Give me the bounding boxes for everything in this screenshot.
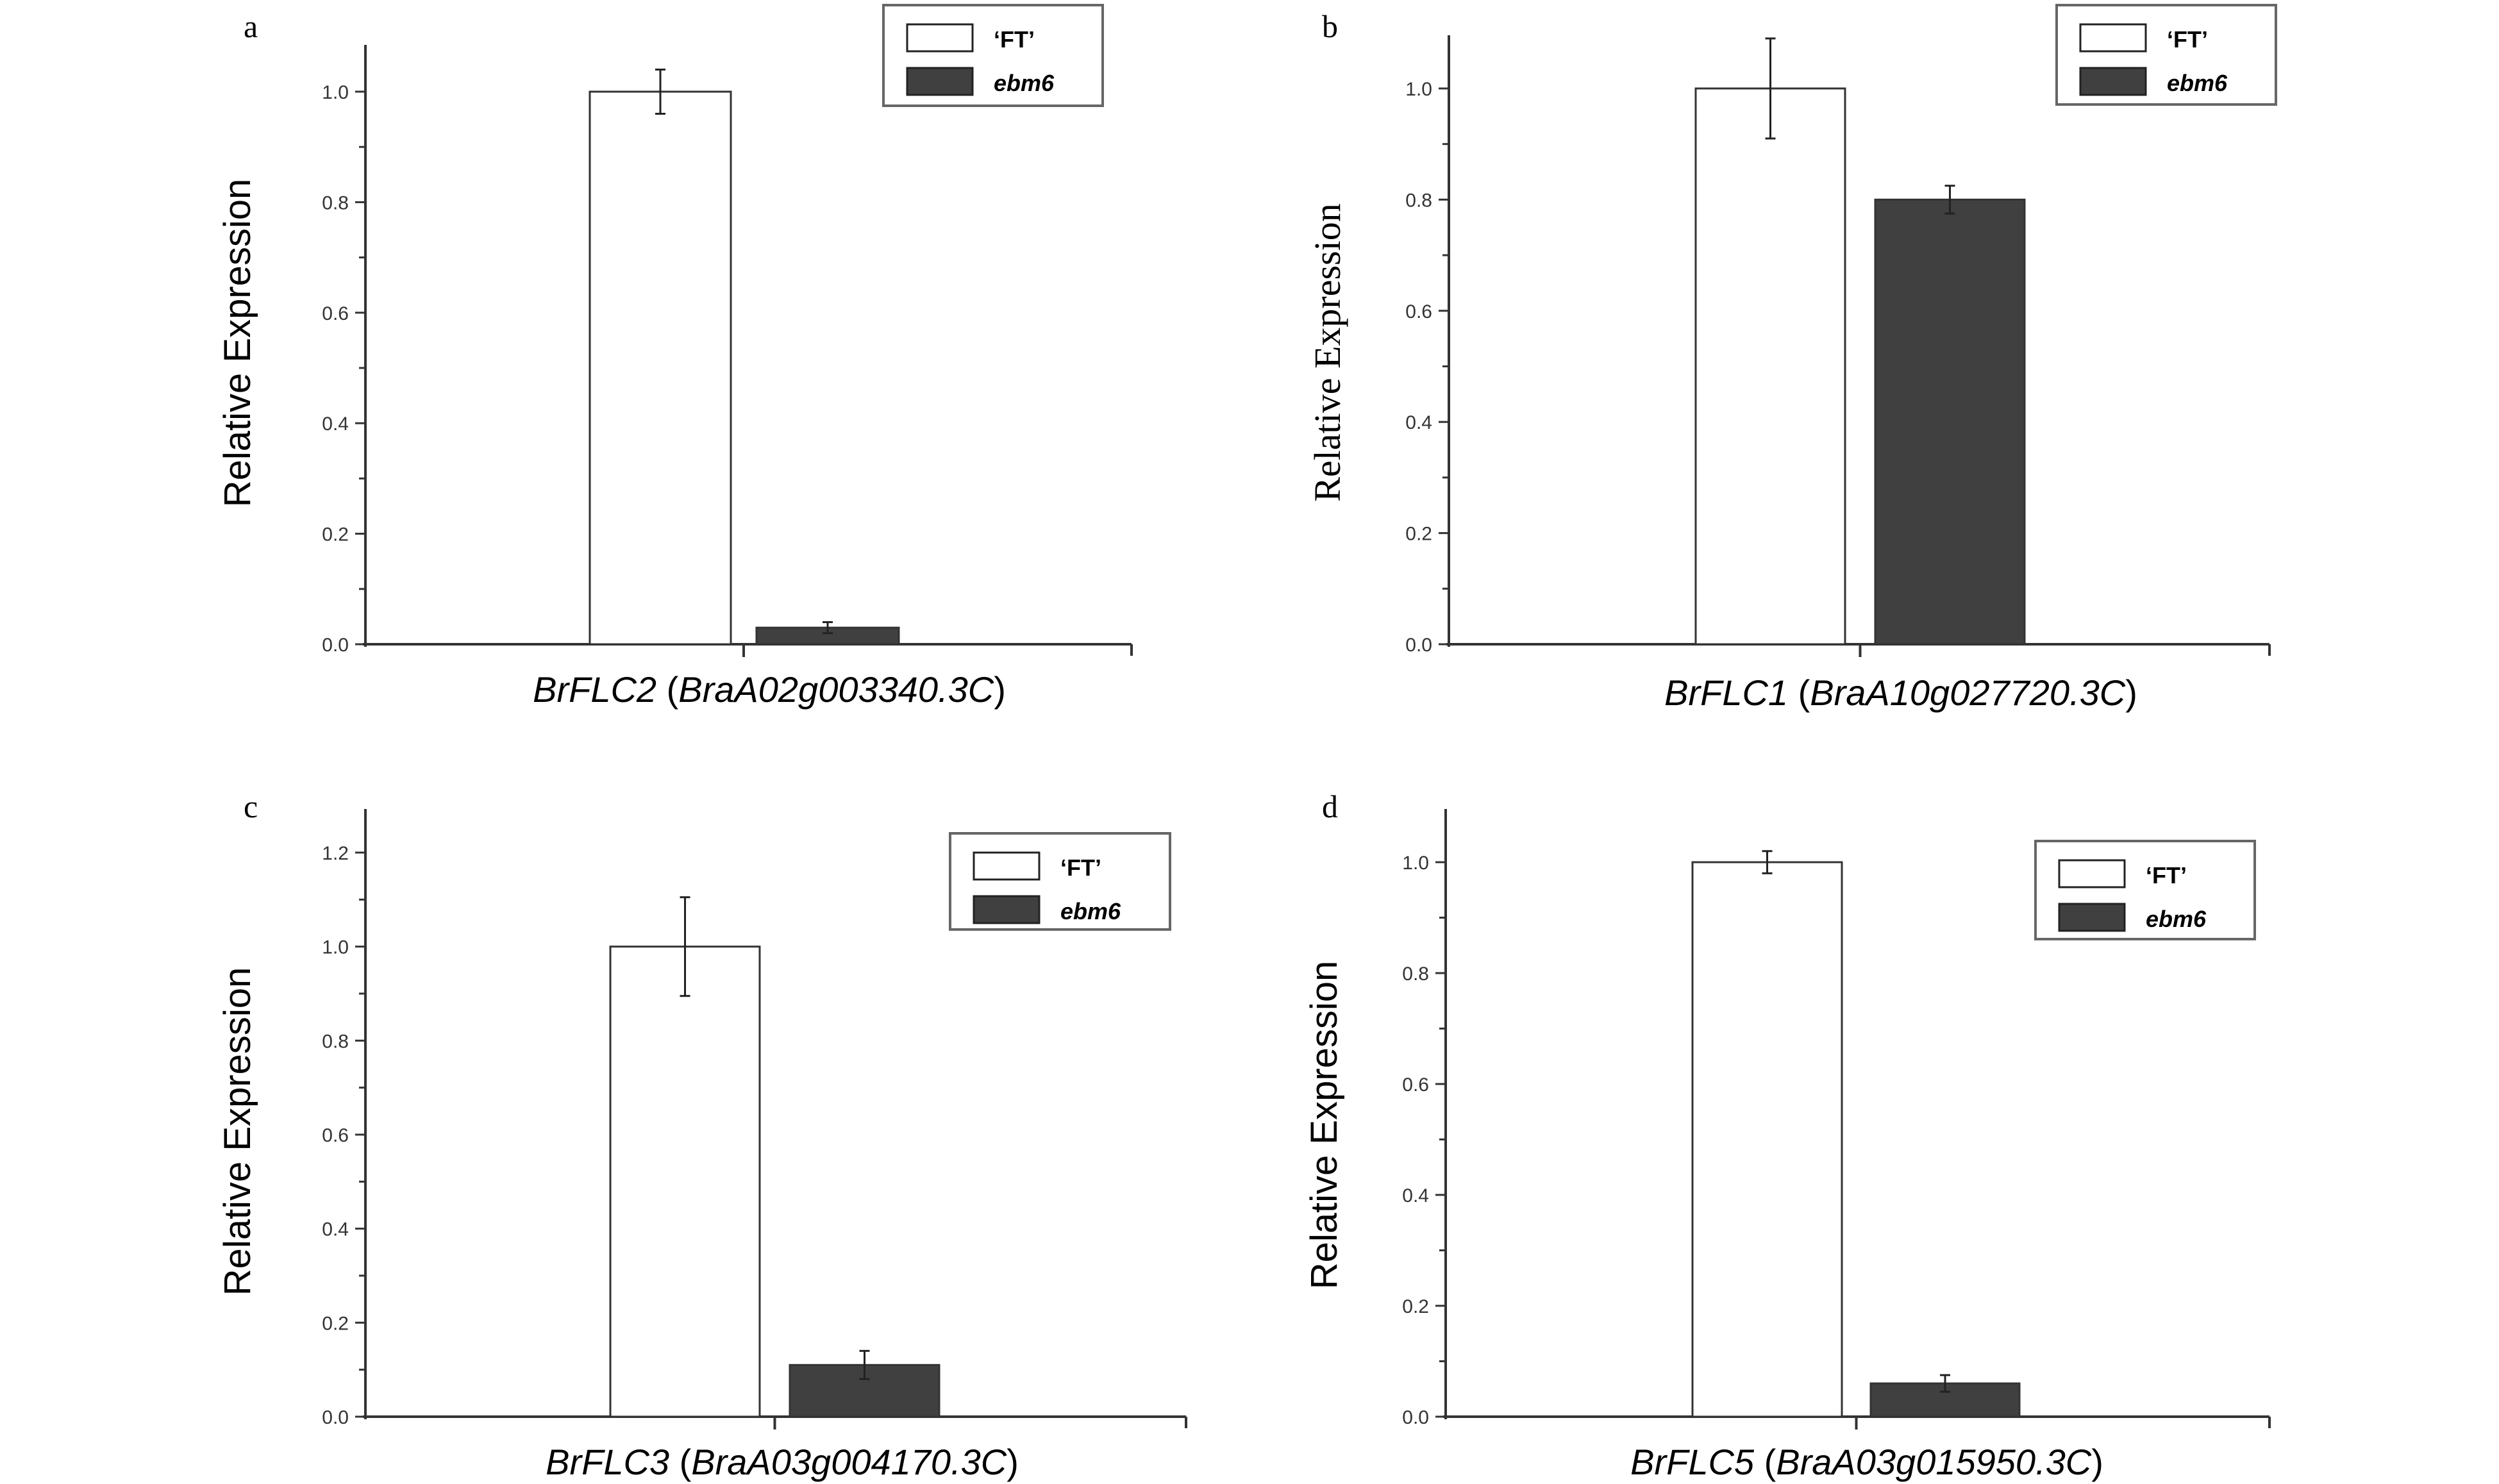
paren-open: ( [1788,672,1810,713]
y-tick-label: 0.0 [1402,1407,1429,1428]
y-tick-label: 0.8 [322,192,349,213]
legend-swatch [906,67,974,96]
legend-swatch [2079,23,2147,53]
bar-ft [1694,87,1846,646]
paren-close: ) [2125,672,2137,713]
legend-label: ‘FT’ [2167,26,2208,53]
x-axis-label: BrFLC1 (BraA10g027720.3C) [1664,672,2137,713]
y-tick-label: 0.4 [1405,412,1432,433]
bar-ft [589,90,732,646]
y-tick-label: 0.0 [1405,635,1432,656]
gene-id: BraA10g027720.3C [1810,672,2126,713]
y-axis-label: Relative Expression [1307,203,1348,502]
paren-open: ( [669,1442,692,1482]
y-tick-label: 0.4 [322,1219,349,1240]
y-tick-label: 0.6 [322,303,349,324]
legend-label: ‘FT’ [2146,862,2187,888]
gene-id: BraA03g004170.3C [691,1442,1007,1482]
legend-swatch [906,23,974,53]
y-tick-label: 0.2 [1402,1296,1429,1317]
x-axis-label: BrFLC2 (BraA02g003340.3C) [533,669,1006,710]
y-tick-label: 0.6 [322,1125,349,1146]
legend-swatch [2058,859,2126,888]
bar-ft [609,946,761,1418]
gene-id: BraA02g003340.3C [678,669,994,710]
panel-a: 0.0 0.2 0.4 0.6 0.8 1.0 ‘FT’ ebm6 a Relative Expr… [217,4,1133,710]
y-tick-label: 0.2 [322,524,349,546]
y-tick-label: 0.8 [322,1031,349,1052]
panel-label: b [1322,8,1338,44]
legend-label: ‘FT’ [1060,855,1101,881]
legend-swatch [2058,903,2126,932]
y-tick-label: 1.2 [322,843,349,864]
paren-close: ) [1007,1442,1019,1482]
bar-ft [1691,861,1843,1418]
y-tick-label: 0.6 [1402,1074,1429,1096]
panel-label: c [244,788,258,824]
panel-c: 0.0 0.2 0.4 0.6 0.8 1.0 1.2 ‘FT’ ebm6 c Relative E… [217,788,1187,1482]
paren-close: ) [994,669,1006,710]
y-tick-label: 0.2 [322,1313,349,1334]
gene-name: BrFLC5 [1630,1442,1755,1482]
y-axis-label: Relative Expression [1303,961,1345,1290]
legend-swatch [973,851,1041,881]
y-tick-label: 1.0 [1402,853,1429,874]
y-tick-label: 0.8 [1405,190,1432,211]
legend-label: ebm6 [2146,906,2207,932]
paren-open: ( [656,669,679,710]
paren-close: ) [2091,1442,2103,1482]
gene-id: BraA03g015950.3C [1776,1442,2092,1482]
gene-name: BrFLC3 [546,1442,669,1482]
y-tick-label: 0.8 [1402,963,1429,985]
y-tick-label: 0.0 [322,635,349,656]
x-axis-label: BrFLC5 (BraA03g015950.3C) [1630,1442,2103,1482]
legend-label: ebm6 [994,70,1055,96]
panel-b: 0.0 0.2 0.4 0.6 0.8 1.0 ‘FT’ ebm6 b Relative Expr… [1307,4,2277,713]
x-axis-label: BrFLC3 (BraA03g004170.3C) [546,1442,1019,1482]
y-tick-label: 0.6 [1405,301,1432,322]
legend-swatch [973,895,1041,924]
y-tick-label: 1.0 [322,937,349,958]
y-tick-label: 1.0 [1405,79,1432,100]
legend-label: ebm6 [1060,898,1121,924]
panel-label: d [1322,788,1338,824]
y-tick-label: 1.0 [322,82,349,103]
paren-open: ( [1754,1442,1776,1482]
y-axis-label: Relative Expression [217,967,258,1296]
legend-swatch [2079,67,2147,96]
y-tick-label: 0.4 [322,413,349,435]
y-tick-label: 0.4 [1402,1185,1429,1206]
y-tick-label: 0.0 [322,1407,349,1428]
panel-d: 0.0 0.2 0.4 0.6 0.8 1.0 ‘FT’ ebm6 d Relative Expr… [1303,788,2271,1482]
legend-label: ‘FT’ [994,26,1035,53]
y-axis-label: Relative Expression [217,179,258,508]
panel-label: a [244,8,258,44]
gene-name: BrFLC1 [1664,672,1788,713]
gene-name: BrFLC2 [533,669,656,710]
bar-ebm6 [1874,198,2026,646]
legend-label: ebm6 [2167,70,2228,96]
y-tick-label: 0.2 [1405,524,1432,545]
